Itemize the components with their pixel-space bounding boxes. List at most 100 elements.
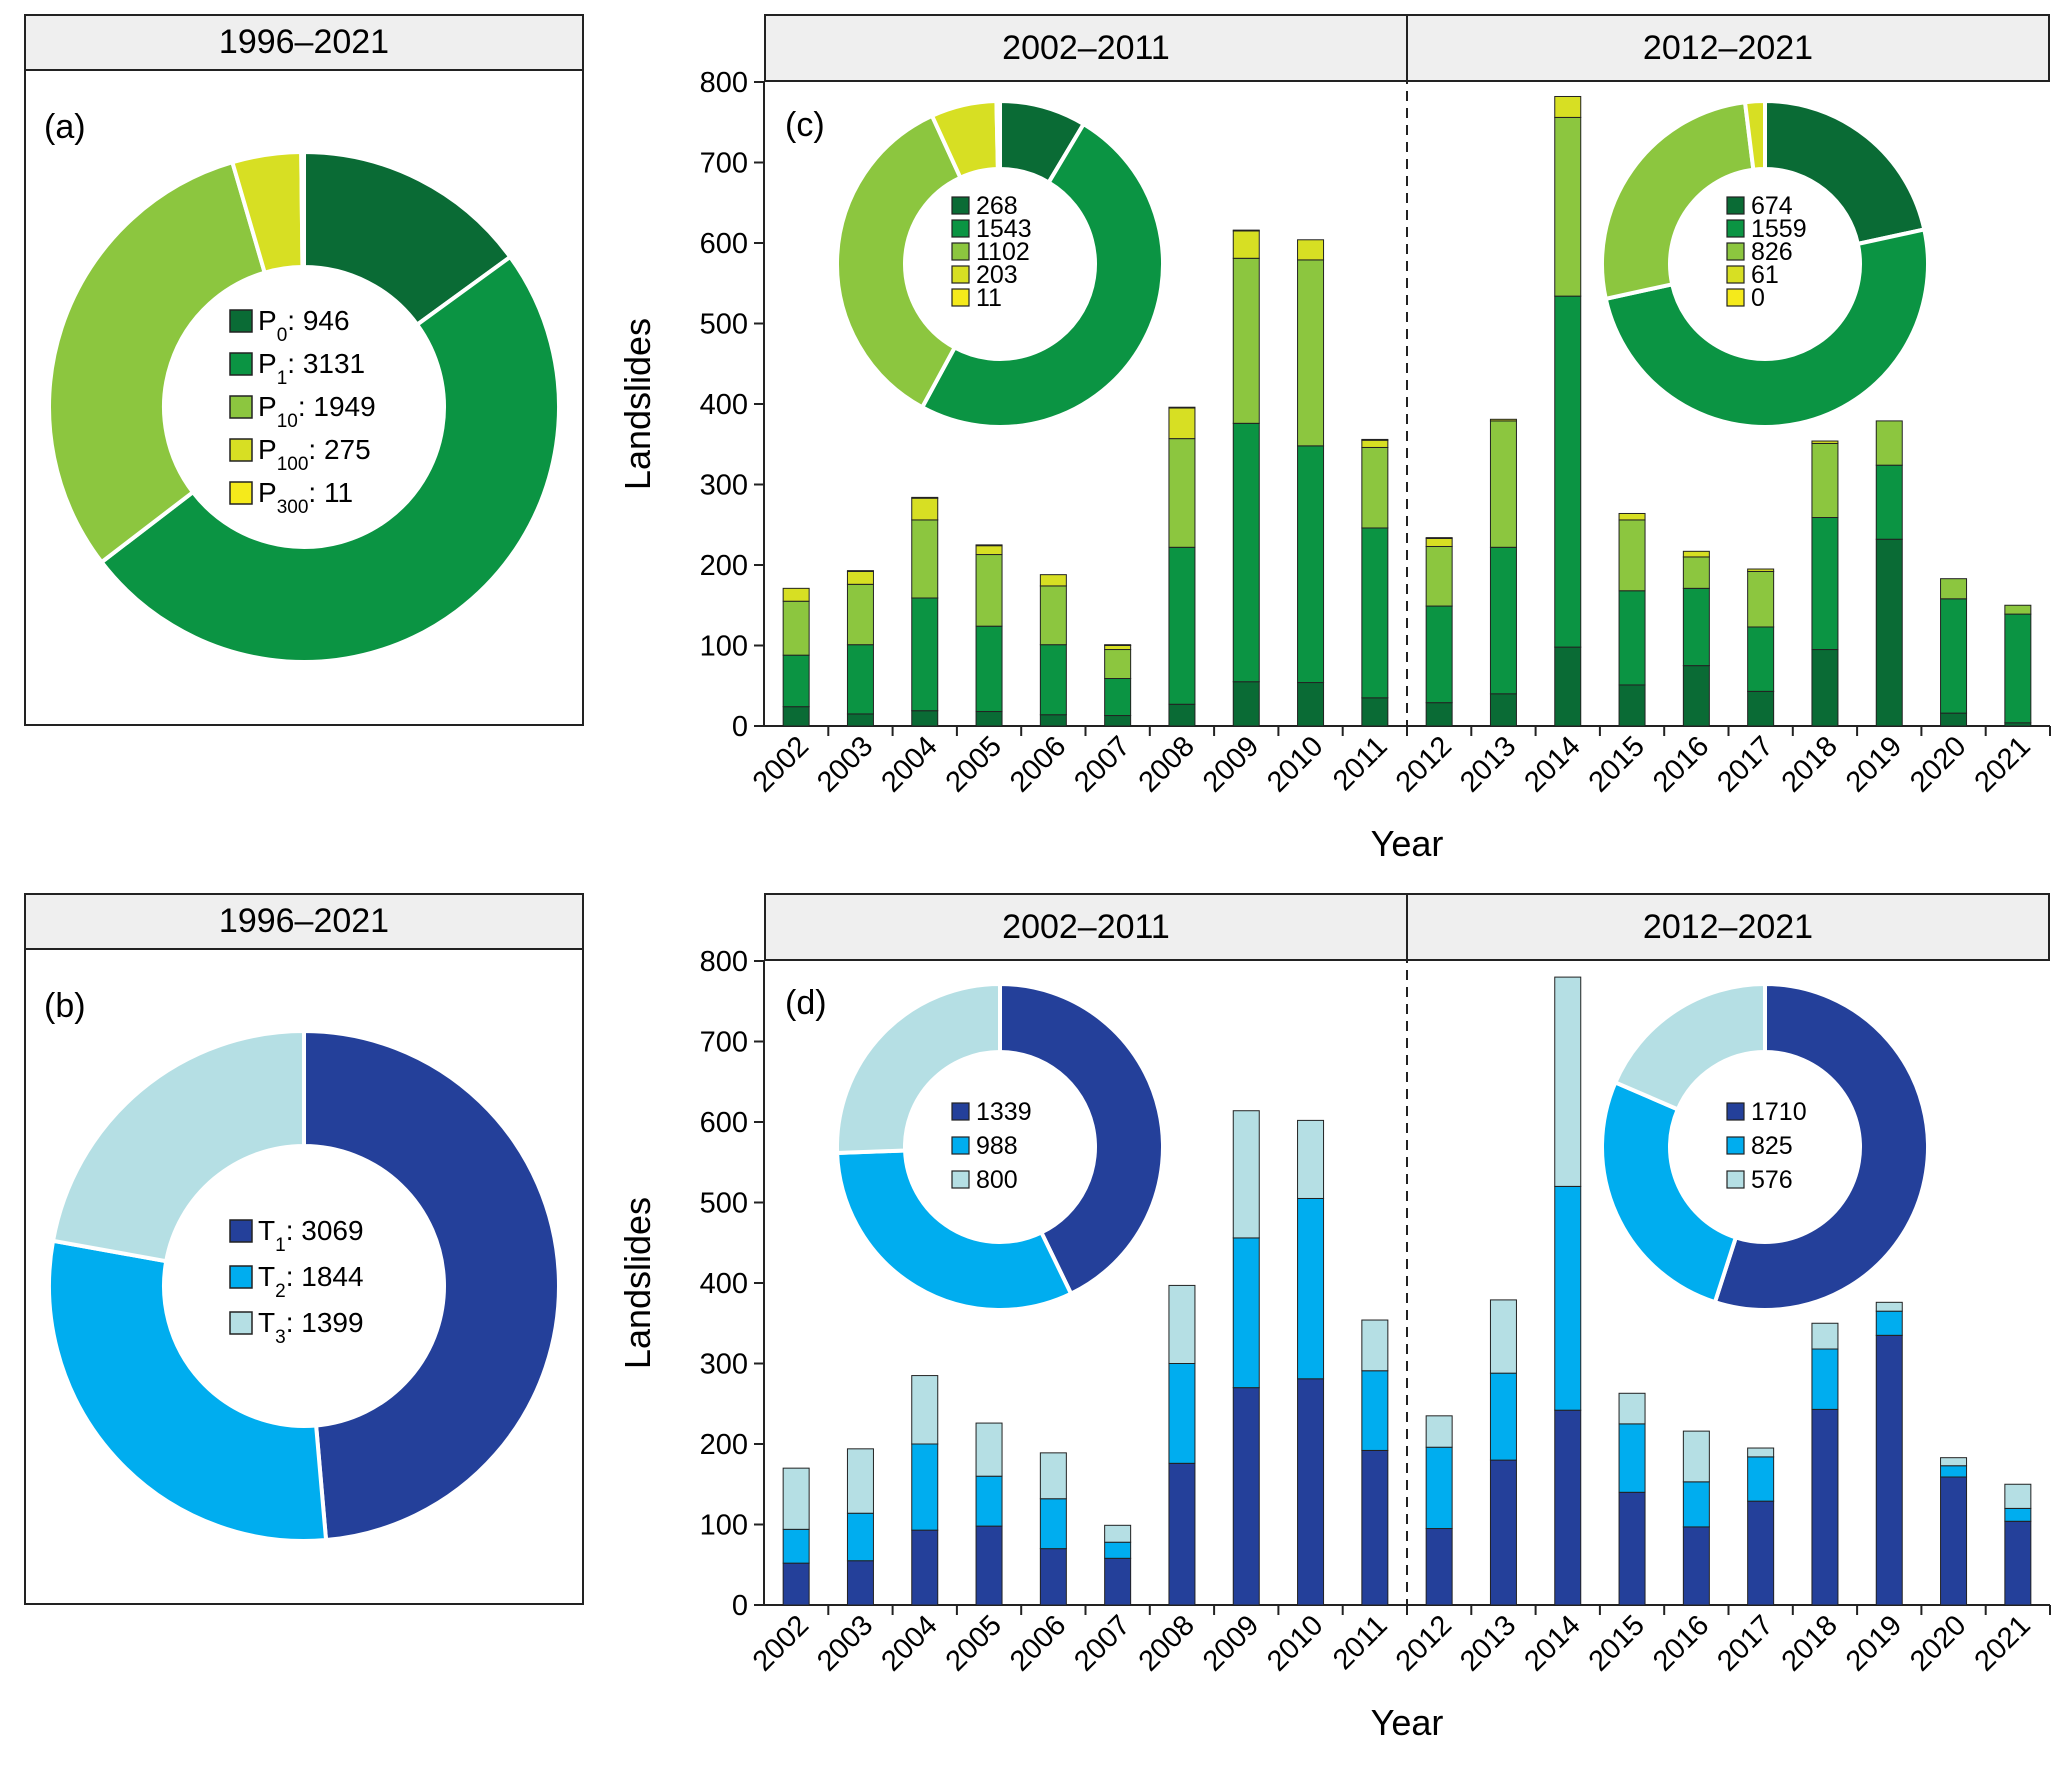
legend-a-swatch-P10 [229,395,253,419]
barchart-d-inset-legend-right-label-T1: 1710 [1751,1098,1807,1126]
barchart-c-inset-legend-right-swatch-P0 [1726,196,1745,215]
barchart-d-bar-2007-T2 [1104,1541,1132,1559]
barchart-c-inset-legend-right-label-P10: 826 [1751,238,1793,266]
barchart-d-xtick-label: 2017 [1711,1609,1779,1677]
barchart-c-bar-2003-P300 [846,570,874,572]
barchart-d-bar-2007-T3 [1104,1524,1132,1543]
barchart-d-inset-legend-right: 1710 825 576 [1726,1098,1807,1194]
barchart-c-bar-2016-P1 [1682,587,1710,667]
panel-c-header-right: 2012–2021 [1406,14,2050,82]
barchart-c-inset-legend-right-swatch-P300 [1726,288,1745,307]
barchart-c-bar-2011-P1 [1361,527,1389,699]
barchart-d-bar-2016-T1 [1682,1526,1710,1606]
barchart-c-bar-2013-P0 [1489,693,1517,727]
barchart-d-bar-2007-T1 [1104,1557,1132,1606]
barchart-c-xtick-label: 2007 [1068,730,1136,798]
barchart-d-bar-2005-T2 [975,1475,1003,1527]
barchart-d-bar-2011-T1 [1361,1449,1389,1606]
barchart-c-bar-2005-P100 [975,545,1003,556]
barchart-c-bar-2003-P100 [846,570,874,585]
barchart-c-xtick-label: 2011 [1327,730,1394,797]
barchart-c-bar-2018-P100 [1811,440,1839,444]
barchart-c-inset-right-slice-P10 [1600,99,1756,302]
barchart-d-bar-2016-T2 [1682,1481,1710,1528]
barchart-c-inset-legend-right-label-P100: 61 [1751,261,1779,289]
barchart-d-xtick-label: 2008 [1133,1609,1201,1677]
barchart-d-inset-legend-left-swatch-T1 [951,1102,970,1121]
panel-d-letter: (d) [785,984,827,1022]
barchart-c-bar-2002-P1 [782,654,810,708]
panel-b-letter: (b) [44,987,86,1025]
legend-a-swatch-P100 [229,438,253,462]
barchart-d-bar-2006-T3 [1039,1452,1067,1500]
barchart-d-ytick-label: 400 [700,1268,748,1300]
barchart-c-xtick-label: 2004 [875,730,943,798]
barchart-d-bar-2005-T3 [975,1422,1003,1477]
barchart-d-xtick-label: 2015 [1583,1609,1651,1677]
barchart-d-bar-2008-T1 [1168,1462,1196,1606]
barchart-d-ytick-label: 600 [700,1107,748,1139]
barchart-c-bar-2012-P100 [1425,537,1453,547]
barchart-d-bar-2004-T3 [911,1375,939,1445]
barchart-d-inset-legend-left-swatch-T2 [951,1136,970,1155]
legend-a-swatch-P1 [229,352,253,376]
barchart-d-bar-2013-T2 [1489,1372,1517,1461]
barchart-d-xtick-label: 2018 [1776,1609,1844,1677]
barchart-d-bar-2021-T1 [2004,1520,2032,1606]
barchart-c-inset-left-slice-P300 [994,98,1002,172]
barchart-c-inset-legend-right-label-P0: 674 [1751,192,1793,220]
panel-d-header-left: 2002–2011 [764,893,1408,961]
barchart-c-bar-2004-P100 [911,497,939,521]
legend-a-label-P1: P1: 3131 [258,348,365,389]
barchart-d-xtick-label: 2012 [1390,1609,1458,1677]
barchart-c-bar-2005-P10 [975,554,1003,627]
barchart-c-ytick-label: 800 [700,67,748,99]
barchart-c-bar-2017-P1 [1747,626,1775,692]
barchart-c-bar-2014-P0 [1554,646,1582,727]
barchart-c-inset-legend-right-label-P300: 0 [1751,284,1765,312]
barchart-d-ytick-label: 300 [700,1349,748,1381]
barchart-c-inset-legend-right-swatch-P100 [1726,265,1745,284]
barchart-d-bar-2015-T2 [1618,1423,1646,1493]
barchart-c-xtick-label: 2012 [1390,730,1458,798]
barchart-c-inset-left-slice-P10 [835,113,964,410]
barchart-d-bar-2010-T3 [1297,1119,1325,1199]
legend-a-swatch-P300 [229,481,253,505]
barchart-d-bar-2008-T3 [1168,1284,1196,1365]
panel-a-letter: (a) [44,108,86,146]
barchart-c-inset-right-slice-P0 [1763,98,1927,247]
barchart-d-bar-2013-T3 [1489,1299,1517,1374]
barchart-c-ytick-label: 500 [700,309,748,341]
barchart-c-bar-2019-P10 [1875,420,1903,466]
barchart-c-inset-legend-left-label-P300: 11 [976,284,1002,312]
barchart-d-bar-2006-T1 [1039,1548,1067,1606]
panel-a-header: 1996–2021 [26,16,582,71]
barchart-c-bar-2002-P10 [782,600,810,656]
barchart-c-bar-2019-P1 [1875,464,1903,540]
barchart-c-bar-2011-P10 [1361,446,1389,529]
barchart-c-xtick-label: 2003 [811,730,879,798]
barchart-d-xtick-label: 2007 [1068,1609,1136,1677]
barchart-c-xtick-label: 2006 [1004,730,1072,798]
barchart-d-inset-right-slice-T3 [1612,981,1767,1112]
panel-c-letter: (c) [785,106,825,144]
barchart-d-bar-2008-T2 [1168,1363,1196,1464]
barchart-d-bar-2014-T1 [1554,1409,1582,1606]
barchart-c-xtick-label: 2010 [1261,730,1329,798]
barchart-d-xlabel: Year [1371,1702,1444,1743]
panel-b-header: 1996–2021 [26,895,582,950]
barchart-c-bar-2002-P100 [782,587,810,602]
barchart-c-bar-2021-P1 [2004,613,2032,724]
panel-c-header-left: 2002–2011 [764,14,1408,82]
barchart-c-xtick-label: 2002 [747,730,815,798]
barchart-c-ytick-label: 100 [700,631,748,663]
barchart-d-inset-legend-right-label-T2: 825 [1751,1132,1793,1160]
barchart-d-inset-legend-right-label-T3: 576 [1751,1166,1793,1194]
legend-b-swatch-T2 [229,1265,253,1289]
barchart-d-bar-2005-T1 [975,1525,1003,1606]
barchart-c-bar-2018-P1 [1811,517,1839,651]
barchart-c-bar-2017-P10 [1747,570,1775,628]
barchart-d-inset-legend-right-swatch-T1 [1726,1102,1745,1121]
barchart-d-inset-left [835,981,1165,1313]
